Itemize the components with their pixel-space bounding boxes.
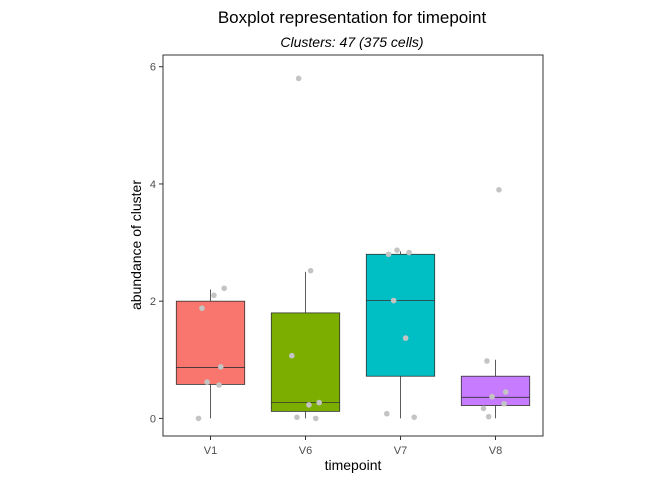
box-v6 (270, 312, 341, 412)
data-point (406, 249, 412, 256)
data-point (385, 251, 392, 258)
y-tick-label: 4 (150, 179, 156, 191)
x-tick-label: V6 (299, 445, 312, 457)
data-point (402, 335, 409, 341)
y-tick-label: 0 (150, 413, 156, 425)
data-point (204, 379, 210, 385)
data-point (312, 415, 319, 422)
data-point (384, 410, 390, 417)
x-axis-title: timepoint (325, 457, 382, 473)
data-point (484, 358, 490, 364)
data-point (411, 414, 417, 421)
data-point (316, 399, 322, 406)
data-point (294, 414, 300, 421)
plot-panel (162, 54, 544, 437)
chart-title: Boxplot representation for timepoint (218, 8, 487, 27)
box-v1 (175, 300, 246, 385)
data-point (216, 382, 222, 388)
data-point (394, 247, 400, 253)
y-axis-title: abundance of cluster (128, 180, 144, 310)
data-point (496, 187, 502, 193)
data-point (489, 393, 495, 400)
chart-subtitle: Clusters: 47 (375 cells) (280, 34, 423, 50)
y-tick-label: 2 (150, 296, 156, 308)
box-v7 (365, 253, 436, 377)
x-tick-label: V8 (489, 445, 502, 457)
y-tick-label: 6 (150, 62, 156, 74)
data-point (306, 402, 312, 408)
x-tick-label: V1 (204, 445, 217, 457)
x-tick-label: V7 (394, 445, 407, 457)
data-point (289, 352, 295, 359)
plot-layer: 0 2 4 6 V1 V6 V7 V8 (150, 62, 531, 457)
data-point (307, 267, 314, 274)
data-point (390, 297, 397, 304)
data-point (502, 389, 509, 395)
data-point (217, 364, 224, 370)
data-point (480, 405, 487, 412)
data-point (485, 413, 492, 420)
data-point (211, 292, 217, 299)
data-point (221, 285, 227, 292)
box-v8 (460, 375, 531, 406)
data-point (199, 305, 205, 312)
data-point (295, 75, 302, 82)
data-point (501, 400, 507, 407)
data-point (195, 415, 202, 422)
